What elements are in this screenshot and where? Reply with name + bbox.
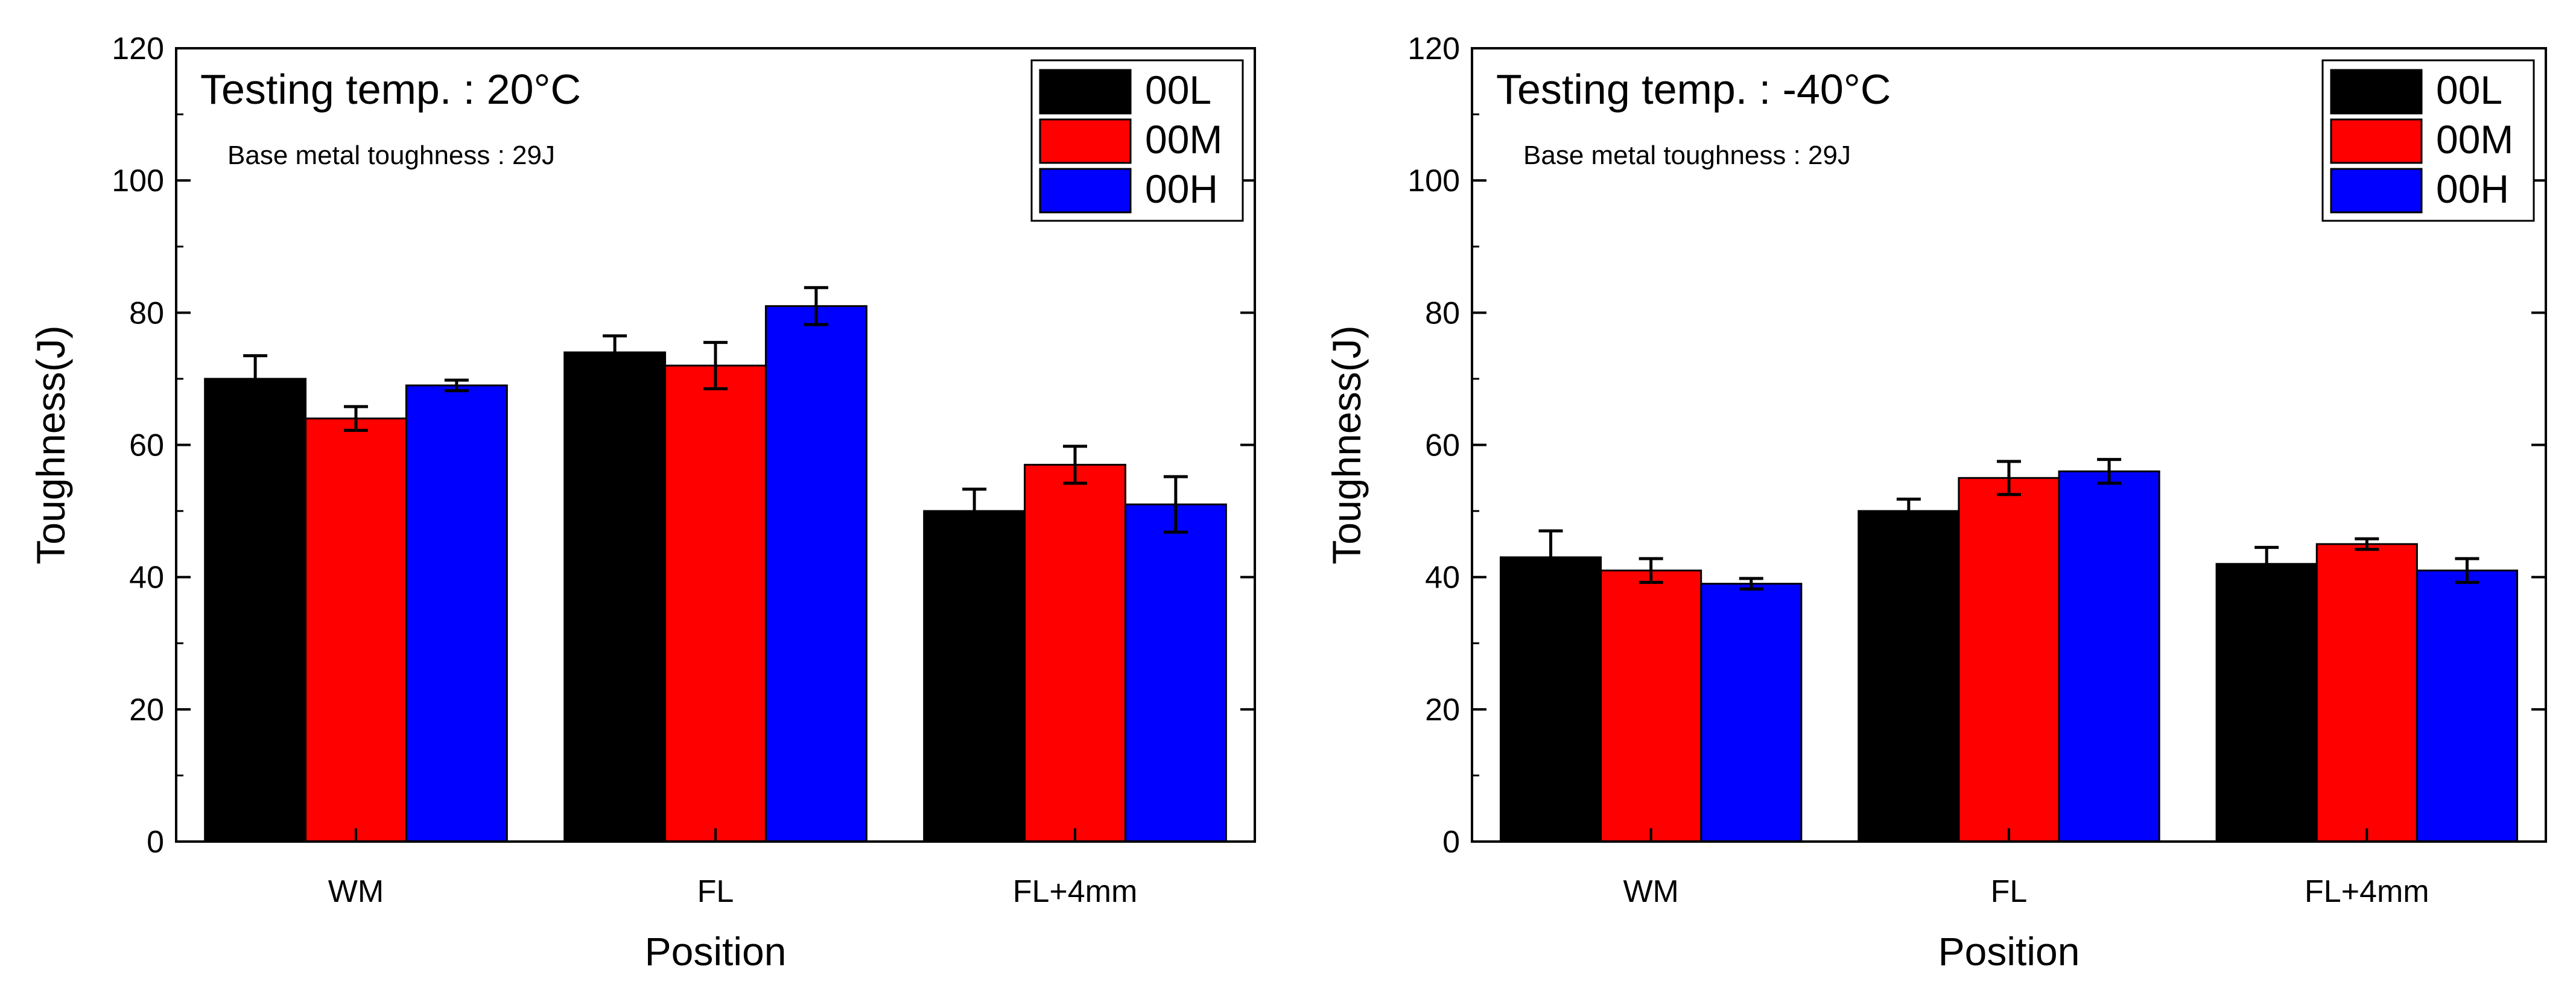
y-tick-label: 0: [147, 825, 164, 860]
bar-00M-FL: [664, 364, 767, 843]
testing-temp-label: Testing temp. : 20°C: [200, 66, 581, 113]
x-tick-label-FL+4mm: FL+4mm: [1013, 874, 1138, 909]
x-axis-title: Position: [1938, 929, 2080, 974]
error-bar-00L-WM: [1538, 529, 1563, 586]
bar-00H-WM: [1700, 583, 1803, 843]
error-bar-00H-FL: [2097, 458, 2122, 485]
error-bar-00H-FL+4mm: [1163, 475, 1188, 534]
y-axis-title: Toughness(J): [28, 325, 73, 564]
chart-panel-minus40c: 0 20 40 60 80 100 120 WM FL FL+4mm Position Toughne…: [1324, 31, 2547, 974]
legend-swatch-00L: [1039, 69, 1132, 115]
x-tick-label-FL: FL: [697, 874, 734, 909]
legend-label-00L: 00L: [2436, 68, 2502, 112]
bar-00L-WM: [204, 378, 307, 843]
bar-00L-FL: [563, 351, 667, 843]
base-metal-toughness-note: Base metal toughness : 29J: [227, 141, 555, 170]
x-tick-label-WM: WM: [328, 874, 384, 909]
error-bar-00L-WM: [243, 354, 268, 404]
error-bar-00M-FL: [1997, 460, 2021, 496]
y-tick-label: 80: [129, 296, 164, 331]
error-bar-00H-WM: [1739, 577, 1763, 591]
y-tick-label: 60: [129, 428, 164, 463]
x-tick-label-FL: FL: [1991, 874, 2028, 909]
bar-00L-FL+4mm: [923, 510, 1026, 843]
bar-00L-WM: [1499, 556, 1602, 843]
chart-panel-20c: 0 20 40 60 80 100 120 WM FL FL+4mm Position Toughne…: [28, 31, 1256, 974]
legend-swatch-00H: [2330, 168, 2423, 214]
error-bar-00H-FL+4mm: [2455, 557, 2479, 584]
x-tick-label-WM: WM: [1623, 874, 1678, 909]
y-tick-label: 20: [1425, 693, 1460, 728]
y-tick-label: 100: [112, 163, 164, 198]
x-axis-title: Position: [645, 929, 787, 974]
x-tick-label-FL+4mm: FL+4mm: [2305, 874, 2429, 909]
error-bar-00L-FL+4mm: [962, 487, 987, 534]
bar-00H-FL: [2058, 470, 2160, 843]
error-bar-00M-FL: [703, 341, 728, 390]
legend-label-00M: 00M: [1145, 117, 1222, 162]
bar-00H-WM: [405, 384, 508, 843]
y-tick-label: 80: [1425, 296, 1460, 331]
error-bar-00L-FL+4mm: [2254, 545, 2279, 582]
error-bar-00H-WM: [444, 378, 469, 393]
y-tick-label: 100: [1407, 163, 1460, 198]
bar-00L-FL: [1857, 510, 1960, 843]
y-tick-label: 0: [1442, 825, 1460, 860]
bar-00M-WM: [1600, 569, 1702, 843]
error-bar-00M-FL+4mm: [1063, 445, 1087, 485]
error-bar-00L-FL: [1896, 497, 1921, 525]
bar-00H-FL: [764, 305, 868, 843]
base-metal-toughness-note: Base metal toughness : 29J: [1523, 141, 1851, 170]
legend-label-00H: 00H: [2436, 167, 2509, 211]
legend-swatch-00M: [2330, 118, 2423, 164]
legend-swatch-00M: [1039, 118, 1132, 164]
y-tick-label: 120: [112, 31, 164, 66]
bar-00M-FL+4mm: [2315, 543, 2418, 843]
legend-label-00M: 00M: [2436, 117, 2513, 162]
bar-00H-FL+4mm: [2416, 569, 2519, 843]
y-tick-label: 40: [129, 560, 164, 595]
legend-swatch-00L: [2330, 69, 2423, 115]
legend-label-00L: 00L: [1145, 68, 1211, 112]
error-bar-00M-FL+4mm: [2355, 537, 2379, 551]
y-axis-title: Toughness(J): [1324, 325, 1369, 564]
bar-00L-FL+4mm: [2215, 563, 2318, 843]
legend-swatch-00H: [1039, 168, 1132, 214]
error-bar-00H-FL: [804, 286, 828, 326]
y-tick-label: 20: [129, 693, 164, 728]
error-bar-00M-WM: [344, 405, 368, 432]
bar-00M-FL: [1958, 477, 2060, 843]
y-tick-label: 120: [1407, 31, 1460, 66]
bar-00H-FL+4mm: [1124, 503, 1227, 843]
bar-00M-FL+4mm: [1024, 463, 1126, 843]
y-tick-label: 40: [1425, 560, 1460, 595]
y-tick-label: 60: [1425, 428, 1460, 463]
error-bar-00M-WM: [1639, 557, 1663, 584]
error-bar-00L-FL: [603, 334, 627, 370]
testing-temp-label: Testing temp. : -40°C: [1496, 66, 1891, 113]
legend-label-00H: 00H: [1145, 167, 1218, 211]
bar-00M-WM: [305, 417, 407, 843]
